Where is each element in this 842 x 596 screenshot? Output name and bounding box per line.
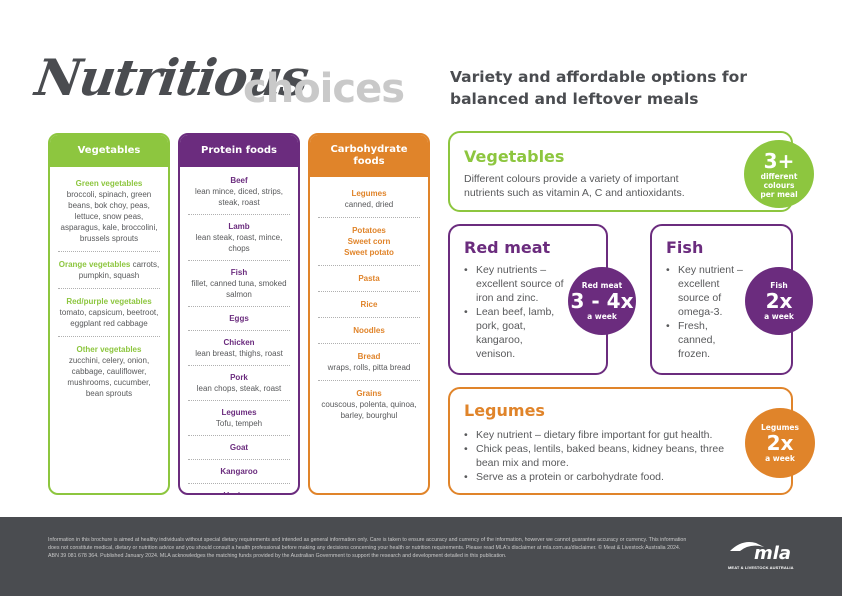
list-item: Beef lean mince, diced, strips, steak, ro…	[188, 169, 290, 215]
box-text: Different colours provide a variety of i…	[464, 173, 685, 199]
legumes-info-box: Legumes Key nutrient – dietary fibre imp…	[448, 387, 793, 495]
list-item: Chicken lean breast, thighs, roast	[188, 331, 290, 366]
box-title: Vegetables	[464, 147, 565, 166]
footer: Information in this brochure is aimed at…	[0, 517, 842, 596]
disclaimer-text: Information in this brochure is aimed at…	[48, 537, 687, 560]
list-item: Orange vegetables carrots, pumpkin, squa…	[58, 252, 160, 289]
list-item: Pork lean chops, steak, roast	[188, 366, 290, 401]
list-item: Other vegetables zucchini, celery, onion…	[67, 345, 151, 398]
red-meat-badge: Red meat 3 - 4x a week	[568, 267, 636, 335]
list-item: Lamb lean steak, roast, mince, chops	[188, 215, 290, 261]
list-item: Kangaroo	[188, 460, 290, 484]
list-item: Venison	[188, 484, 290, 493]
vegetables-info-box: Vegetables Different colours provide a v…	[448, 131, 793, 212]
bullet-item: Serve as a protein or carbohydrate food.	[464, 470, 729, 484]
bullet-item: Key nutrients – excellent source of iron…	[464, 263, 564, 305]
list-item: Legumes Tofu, tempeh	[188, 401, 290, 436]
bullet-item: Fresh, canned, frozen.	[666, 319, 744, 361]
legumes-badge: Legumes 2x a week	[745, 408, 815, 478]
list-item: Goat	[188, 436, 290, 460]
list-item: Eggs	[188, 307, 290, 331]
list-item: Rice	[318, 292, 420, 318]
list-item: Potatoes Sweet corn Sweet potato	[318, 218, 420, 266]
column-header: Vegetables	[50, 135, 168, 167]
list-item: Pasta	[318, 266, 420, 292]
vegetables-column: Vegetables Green vegetables broccoli, sp…	[48, 133, 170, 495]
box-title: Red meat	[464, 238, 551, 257]
carbohydrate-column: Carbohydrate foods Legumes canned, dried …	[308, 133, 430, 495]
box-title: Legumes	[464, 401, 545, 420]
bullet-item: Key nutrient – dietary fibre important f…	[464, 428, 729, 442]
list-item: Green vegetables broccoli, spinach, gree…	[58, 171, 160, 252]
column-header: Carbohydrate foods	[310, 135, 428, 177]
page-subtitle: Variety and affordable options for balan…	[450, 68, 747, 108]
vegetables-badge: 3+ different colours per meal	[744, 140, 814, 208]
fish-badge: Fish 2x a week	[745, 267, 813, 335]
list-item: Red/purple vegetables tomato, capsicum, …	[58, 289, 160, 337]
list-item: Grains couscous, polenta, quinoa, barley,…	[321, 389, 417, 420]
logo-swoosh-icon	[730, 542, 764, 551]
list-item: Noodles	[318, 318, 420, 344]
bullet-item: Lean beef, lamb, pork, goat, kangaroo, v…	[464, 305, 564, 361]
protein-column: Protein foods Beef lean mince, diced, str…	[178, 133, 300, 495]
mla-logo: mla MEAT & LIVESTOCK AUSTRALIA	[728, 537, 798, 573]
list-item: Legumes canned, dried	[318, 181, 420, 218]
bullet-item: Chick peas, lentils, baked beans, kidney…	[464, 442, 729, 470]
list-item: Fish fillet, canned tuna, smoked salmon	[188, 261, 290, 307]
page-title-bold: choices	[243, 66, 405, 112]
box-title: Fish	[666, 238, 704, 257]
column-header: Protein foods	[180, 135, 298, 167]
bullet-item: Key nutrient – excellent source of omega…	[666, 263, 744, 319]
list-item: Bread wraps, rolls, pitta bread	[318, 344, 420, 381]
